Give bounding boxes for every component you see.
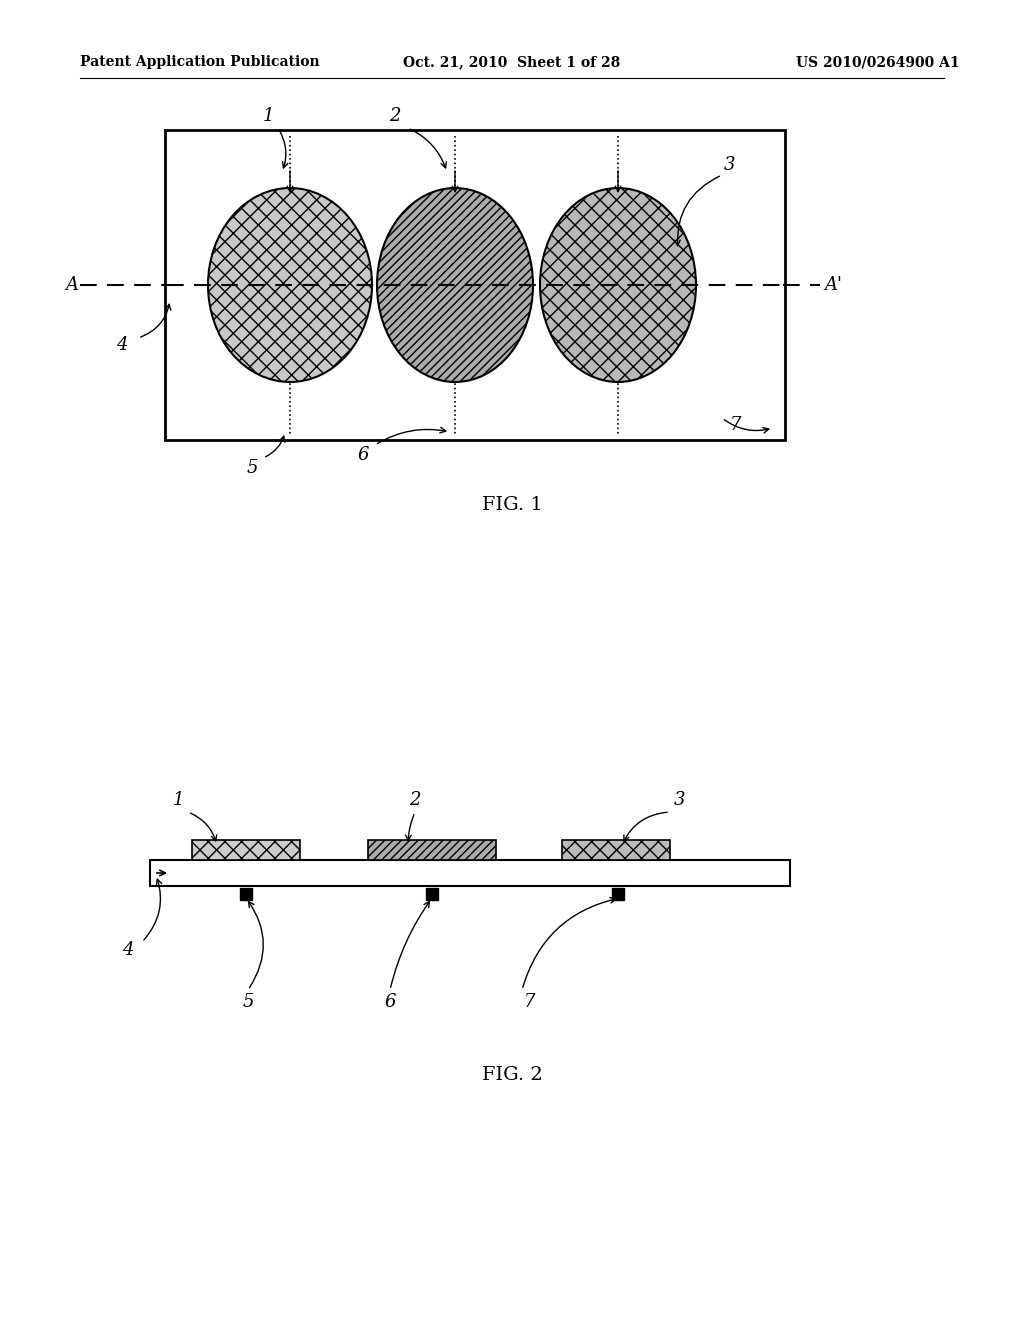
Text: 3: 3 — [724, 156, 736, 174]
Text: 4: 4 — [117, 337, 128, 354]
Text: 7: 7 — [730, 416, 741, 434]
Text: 2: 2 — [389, 107, 400, 125]
Text: 7: 7 — [524, 993, 536, 1011]
Bar — [193, 840, 300, 861]
Ellipse shape — [377, 187, 534, 381]
Text: 6: 6 — [384, 993, 395, 1011]
Text: 3: 3 — [674, 791, 686, 809]
Text: 2: 2 — [410, 791, 421, 809]
Text: 1: 1 — [262, 107, 273, 125]
Text: 1: 1 — [172, 791, 183, 809]
Text: Patent Application Publication: Patent Application Publication — [80, 55, 319, 69]
Bar — [612, 888, 624, 900]
Text: 6: 6 — [357, 446, 369, 465]
Bar — [368, 840, 496, 861]
Bar — [240, 888, 252, 900]
Bar — [426, 888, 438, 900]
Ellipse shape — [208, 187, 372, 381]
Text: A': A' — [824, 276, 842, 294]
Bar — [562, 840, 670, 861]
Text: A: A — [65, 276, 78, 294]
Text: US 2010/0264900 A1: US 2010/0264900 A1 — [797, 55, 961, 69]
Text: 4: 4 — [122, 941, 134, 960]
Bar — [165, 129, 785, 440]
Ellipse shape — [540, 187, 696, 381]
Text: Oct. 21, 2010  Sheet 1 of 28: Oct. 21, 2010 Sheet 1 of 28 — [403, 55, 621, 69]
Text: 5: 5 — [246, 459, 258, 477]
Text: 5: 5 — [243, 993, 254, 1011]
Bar — [150, 861, 790, 886]
Text: FIG. 1: FIG. 1 — [481, 496, 543, 513]
Text: FIG. 2: FIG. 2 — [481, 1067, 543, 1084]
